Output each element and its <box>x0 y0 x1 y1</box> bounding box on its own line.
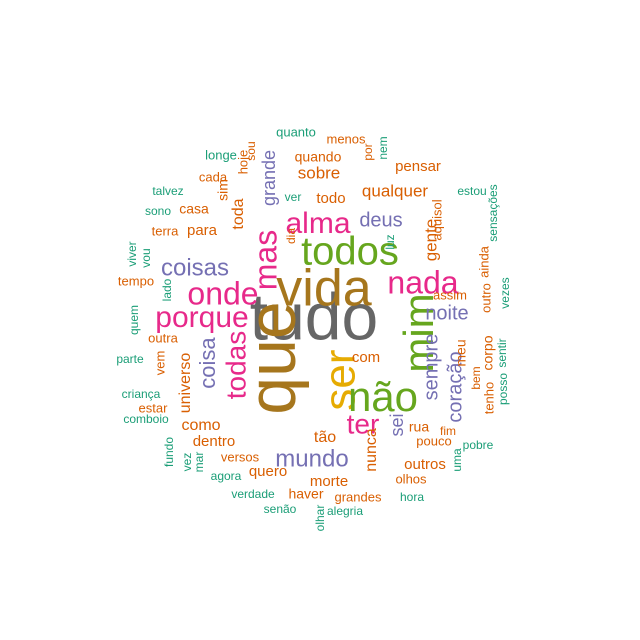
cloud-word: vou <box>139 248 153 267</box>
cloud-word: coisas <box>161 254 229 281</box>
cloud-word: posso <box>496 373 510 405</box>
cloud-word: criança <box>122 387 161 401</box>
cloud-word: uma <box>450 448 464 472</box>
cloud-word: bem <box>469 366 483 389</box>
cloud-word: estar <box>139 400 169 415</box>
cloud-word: para <box>187 222 218 239</box>
cloud-word: quando <box>295 149 342 165</box>
cloud-word: lado <box>160 278 174 301</box>
cloud-word: verdade <box>231 487 275 501</box>
cloud-word: assim <box>433 287 467 302</box>
cloud-word: nada <box>387 264 458 300</box>
cloud-word: gente <box>421 219 440 262</box>
cloud-word: ter <box>347 408 380 439</box>
cloud-word: vem <box>152 351 167 376</box>
cloud-word: onde <box>187 275 258 311</box>
cloud-word: com <box>352 349 380 366</box>
cloud-word: sempre <box>420 334 442 401</box>
cloud-word: ver <box>285 190 302 204</box>
cloud-word: senão <box>264 502 297 516</box>
cloud-word: meu <box>453 339 469 366</box>
cloud-word: que <box>234 301 310 414</box>
cloud-word: tudo <box>250 279 378 353</box>
cloud-word: mas <box>247 230 283 290</box>
cloud-word: sou <box>244 141 258 160</box>
cloud-word: deus <box>359 209 402 231</box>
cloud-word: universo <box>177 353 194 414</box>
cloud-word: cada <box>199 169 228 184</box>
cloud-word: pobre <box>463 438 494 452</box>
cloud-word: tenho <box>481 382 496 415</box>
cloud-word: quem <box>127 305 141 335</box>
cloud-word: todo <box>316 190 345 207</box>
cloud-word: mar <box>192 452 206 473</box>
cloud-word: tempo <box>118 273 154 288</box>
cloud-word: corpo <box>480 335 496 370</box>
cloud-word: outro <box>478 283 493 313</box>
cloud-word: ser <box>316 349 365 410</box>
cloud-word: nem <box>376 136 390 159</box>
cloud-word: vez <box>180 453 194 472</box>
cloud-word: sobre <box>298 163 341 182</box>
cloud-word: dentro <box>193 433 236 450</box>
cloud-word: dia <box>284 228 298 244</box>
cloud-word: terra <box>152 223 180 238</box>
cloud-word: sim <box>215 179 231 201</box>
cloud-word: sensações <box>486 184 500 241</box>
cloud-word: alegria <box>327 504 363 518</box>
cloud-word: mundo <box>275 445 348 472</box>
cloud-word: fim <box>440 424 456 438</box>
cloud-word: quanto <box>276 124 316 139</box>
cloud-word: todas <box>220 331 251 400</box>
cloud-word: estou <box>457 184 486 198</box>
cloud-word: haver <box>288 486 323 502</box>
cloud-word: parte <box>116 352 144 366</box>
cloud-word: grandes <box>335 489 382 504</box>
cloud-word: comboio <box>123 412 169 426</box>
cloud-word: pouco <box>416 433 451 448</box>
cloud-word: outra <box>148 330 178 345</box>
cloud-word: não <box>348 373 418 420</box>
cloud-word: tão <box>314 429 336 446</box>
cloud-word: por <box>361 143 375 160</box>
cloud-word: hoje <box>235 150 250 175</box>
cloud-word: vida <box>276 260 371 318</box>
cloud-word: menos <box>326 131 366 146</box>
cloud-word: rua <box>409 419 429 435</box>
cloud-word: hora <box>400 490 424 504</box>
cloud-word: porque <box>155 301 248 334</box>
cloud-word: noite <box>425 302 468 324</box>
cloud-word: sono <box>145 204 171 218</box>
cloud-word: olhos <box>395 471 427 486</box>
cloud-word: olhar <box>313 505 327 532</box>
cloud-word: agora <box>211 469 242 483</box>
cloud-word: casa <box>179 201 209 217</box>
cloud-word: quero <box>249 463 287 480</box>
cloud-word: coisa <box>195 337 220 389</box>
cloud-word: sentir <box>495 338 509 367</box>
cloud-word: qualquer <box>362 181 429 200</box>
cloud-word: outros <box>404 456 446 473</box>
cloud-word: todos <box>301 230 399 274</box>
cloud-word: luz <box>383 234 397 249</box>
cloud-word: pensar <box>395 158 441 175</box>
cloud-word: talvez <box>152 184 183 198</box>
cloud-word: versos <box>221 449 260 464</box>
cloud-word: fundo <box>162 437 176 467</box>
cloud-word: sei <box>387 413 407 436</box>
cloud-word: mim <box>395 293 442 372</box>
cloud-word: toda <box>230 198 247 229</box>
cloud-word: ainda <box>476 245 491 278</box>
cloud-word: alma <box>285 207 350 240</box>
cloud-word: viver <box>125 241 139 266</box>
cloud-word: vezes <box>498 277 512 308</box>
cloud-word: grande <box>259 150 279 206</box>
cloud-word: aquisol <box>429 199 444 240</box>
cloud-word: coração <box>444 351 466 422</box>
cloud-word: longe <box>205 147 237 162</box>
cloud-word: morte <box>310 473 348 490</box>
cloud-word: como <box>181 417 220 434</box>
cloud-word: nunca <box>363 428 380 472</box>
